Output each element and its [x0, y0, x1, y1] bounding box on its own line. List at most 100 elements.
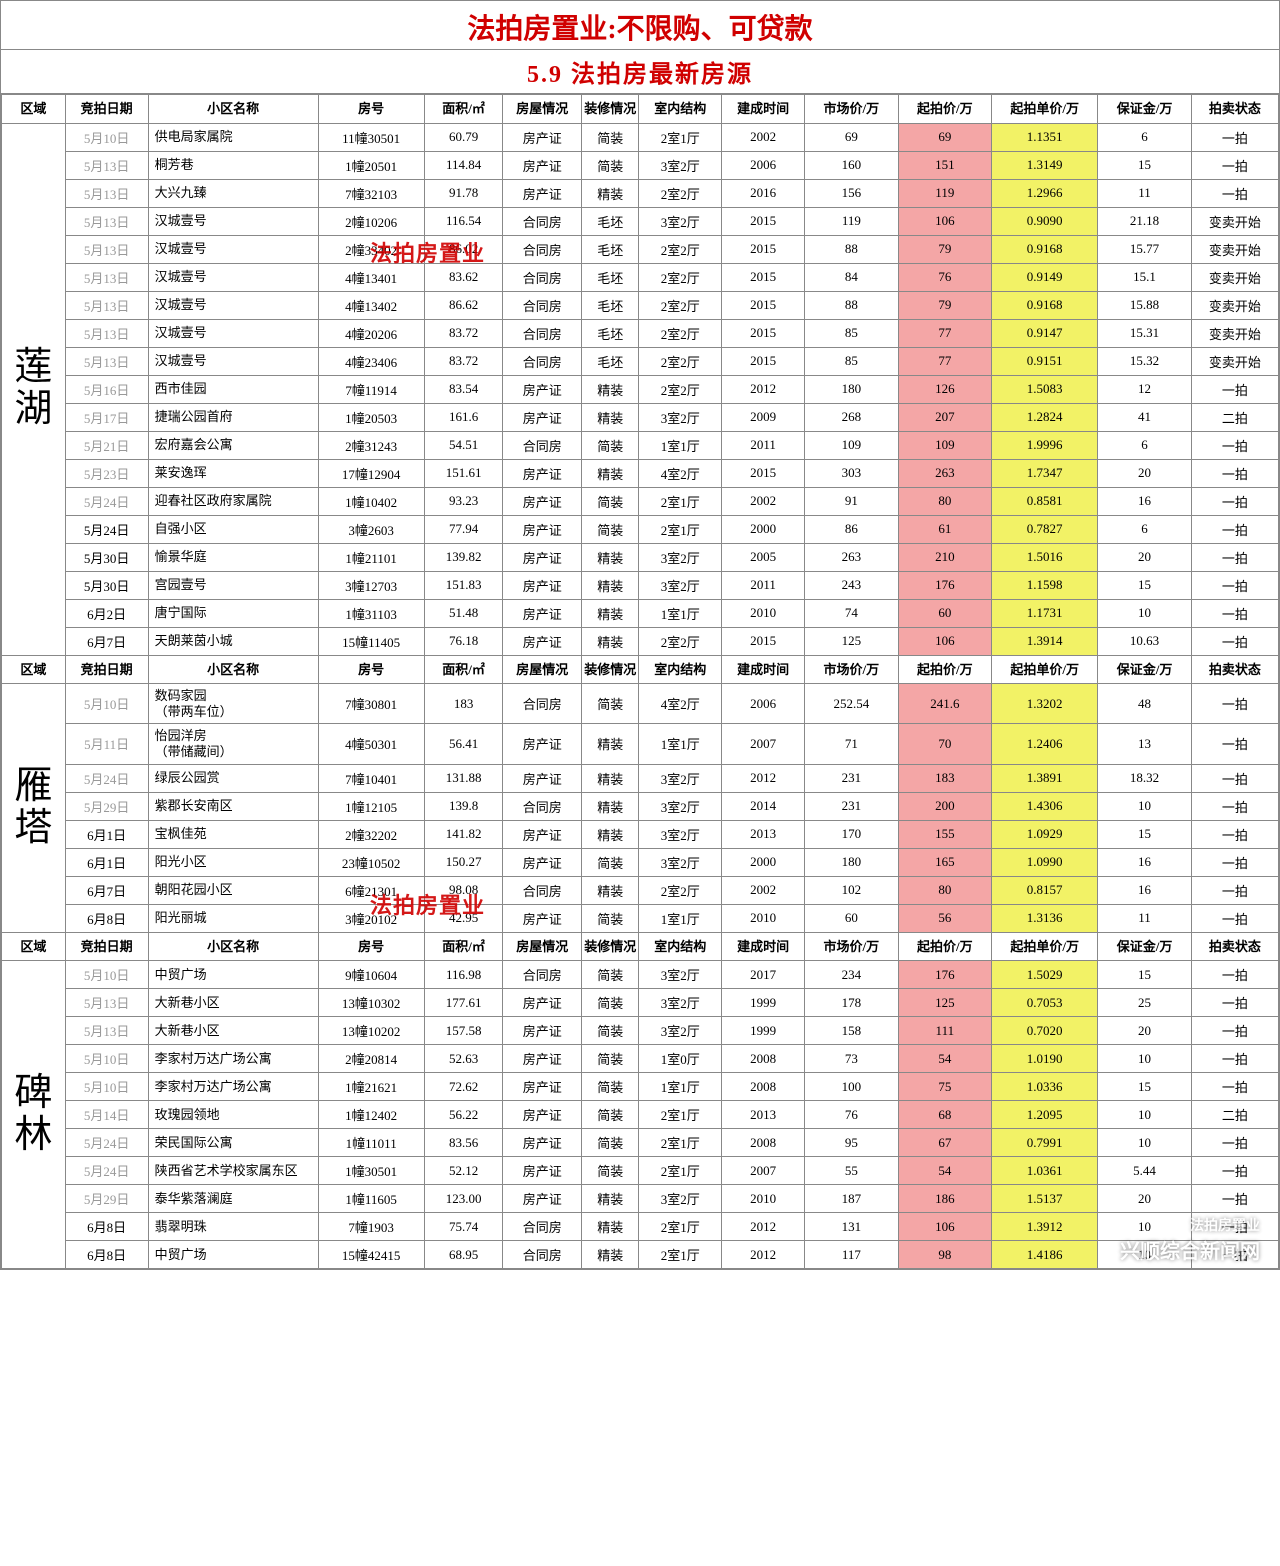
cell-built: 2015: [722, 235, 805, 263]
cell-status: 一拍: [1191, 904, 1278, 932]
cell-room: 3幢12703: [318, 571, 424, 599]
cell-deposit: 15.1: [1098, 263, 1191, 291]
cell-house: 合同房: [503, 684, 582, 724]
cell-market: 91: [805, 487, 898, 515]
col-built: 建成时间: [722, 655, 805, 684]
cell-deposit: 20: [1098, 459, 1191, 487]
cell-struct: 2室2厅: [639, 347, 722, 375]
cell-area: 83.72: [424, 319, 503, 347]
cell-deposit: 15: [1098, 571, 1191, 599]
cell-market: 74: [805, 599, 898, 627]
cell-built: 2010: [722, 1185, 805, 1213]
cell-built: 2015: [722, 627, 805, 655]
cell-room: 7幢30801: [318, 684, 424, 724]
col-start: 起拍价/万: [898, 95, 991, 124]
cell-house: 房产证: [503, 764, 582, 792]
cell-unit: 0.8157: [992, 876, 1098, 904]
cell-deposit: 15: [1098, 151, 1191, 179]
cell-market: 76: [805, 1101, 898, 1129]
cell-name: 阳光丽城: [148, 904, 318, 932]
cell-unit: 1.3149: [992, 151, 1098, 179]
table-row: 5月13日大兴九臻7幢3210391.78房产证精装2室2厅2016156119…: [2, 179, 1279, 207]
cell-area: 75.74: [424, 1213, 503, 1241]
cell-unit: 0.7053: [992, 989, 1098, 1017]
main-title: 法拍房置业:不限购、可贷款: [1, 1, 1279, 50]
cell-market: 55: [805, 1157, 898, 1185]
cell-date: 6月2日: [65, 599, 148, 627]
cell-deco: 精装: [582, 764, 639, 792]
listing-table: 区域竞拍日期小区名称房号面积/㎡房屋情况装修情况室内结构建成时间市场价/万起拍价…: [1, 94, 1279, 1269]
cell-deposit: 10.63: [1098, 627, 1191, 655]
cell-status: 二拍: [1191, 1101, 1278, 1129]
cell-deco: 简装: [582, 123, 639, 151]
cell-unit: 1.0990: [992, 848, 1098, 876]
cell-room: 17幢12904: [318, 459, 424, 487]
cell-unit: 0.9168: [992, 291, 1098, 319]
col-deposit: 保证金/万: [1098, 932, 1191, 961]
cell-market: 156: [805, 179, 898, 207]
cell-start: 109: [898, 431, 991, 459]
cell-date: 5月29日: [65, 792, 148, 820]
table-row: 6月7日朝阳花园小区6幢2130198.08合同房精装2室2厅200210280…: [2, 876, 1279, 904]
cell-date: 6月7日: [65, 876, 148, 904]
cell-start: 68: [898, 1101, 991, 1129]
cell-deposit: 10: [1098, 1101, 1191, 1129]
cell-status: 变卖开始: [1191, 263, 1278, 291]
cell-area: 83.54: [424, 375, 503, 403]
cell-start: 79: [898, 291, 991, 319]
cell-room: 1幢31103: [318, 599, 424, 627]
cell-name: 紫郡长安南区: [148, 792, 318, 820]
cell-built: 2008: [722, 1045, 805, 1073]
cell-deposit: 6: [1098, 123, 1191, 151]
cell-status: 一拍: [1191, 876, 1278, 904]
cell-deposit: 21.18: [1098, 207, 1191, 235]
cell-deposit: 6: [1098, 515, 1191, 543]
cell-struct: 3室2厅: [639, 848, 722, 876]
cell-deco: 简装: [582, 1157, 639, 1185]
col-struct: 室内结构: [639, 95, 722, 124]
cell-deco: 精装: [582, 599, 639, 627]
cell-deposit: 10: [1098, 792, 1191, 820]
cell-name: 大兴九臻: [148, 179, 318, 207]
cell-date: 5月13日: [65, 291, 148, 319]
cell-room: 1幢21621: [318, 1073, 424, 1101]
cell-market: 268: [805, 403, 898, 431]
cell-deco: 简装: [582, 989, 639, 1017]
cell-status: 一拍: [1191, 151, 1278, 179]
cell-area: 150.27: [424, 848, 503, 876]
cell-start: 80: [898, 876, 991, 904]
cell-deco: 精装: [582, 724, 639, 764]
listing-table-container: 法拍房置业:不限购、可贷款 5.9 法拍房最新房源 区域竞拍日期小区名称房号面积…: [0, 0, 1280, 1270]
cell-name: 宏府嘉会公寓: [148, 431, 318, 459]
cell-status: 一拍: [1191, 1129, 1278, 1157]
cell-house: 房产证: [503, 1157, 582, 1185]
sub-title: 5.9 法拍房最新房源: [1, 50, 1279, 94]
cell-start: 77: [898, 319, 991, 347]
cell-house: 合同房: [503, 431, 582, 459]
col-deposit: 保证金/万: [1098, 655, 1191, 684]
cell-market: 60: [805, 904, 898, 932]
cell-struct: 3室2厅: [639, 792, 722, 820]
cell-house: 合同房: [503, 263, 582, 291]
col-built: 建成时间: [722, 932, 805, 961]
cell-deposit: 15.32: [1098, 347, 1191, 375]
cell-start: 79: [898, 235, 991, 263]
cell-struct: 2室2厅: [639, 291, 722, 319]
cell-market: 69: [805, 123, 898, 151]
cell-room: 1幢20503: [318, 403, 424, 431]
cell-house: 合同房: [503, 347, 582, 375]
cell-deposit: 15: [1098, 961, 1191, 989]
cell-start: 98: [898, 1241, 991, 1269]
cell-status: 变卖开始: [1191, 207, 1278, 235]
cell-name: 天朗莱茵小城: [148, 627, 318, 655]
cell-built: 2008: [722, 1073, 805, 1101]
cell-unit: 0.9149: [992, 263, 1098, 291]
cell-deposit: 10: [1098, 599, 1191, 627]
cell-deposit: 15.31: [1098, 319, 1191, 347]
cell-deco: 精装: [582, 1241, 639, 1269]
cell-house: 房产证: [503, 1129, 582, 1157]
cell-built: 2002: [722, 487, 805, 515]
cell-room: 2幢10206: [318, 207, 424, 235]
col-house: 房屋情况: [503, 932, 582, 961]
cell-market: 231: [805, 764, 898, 792]
